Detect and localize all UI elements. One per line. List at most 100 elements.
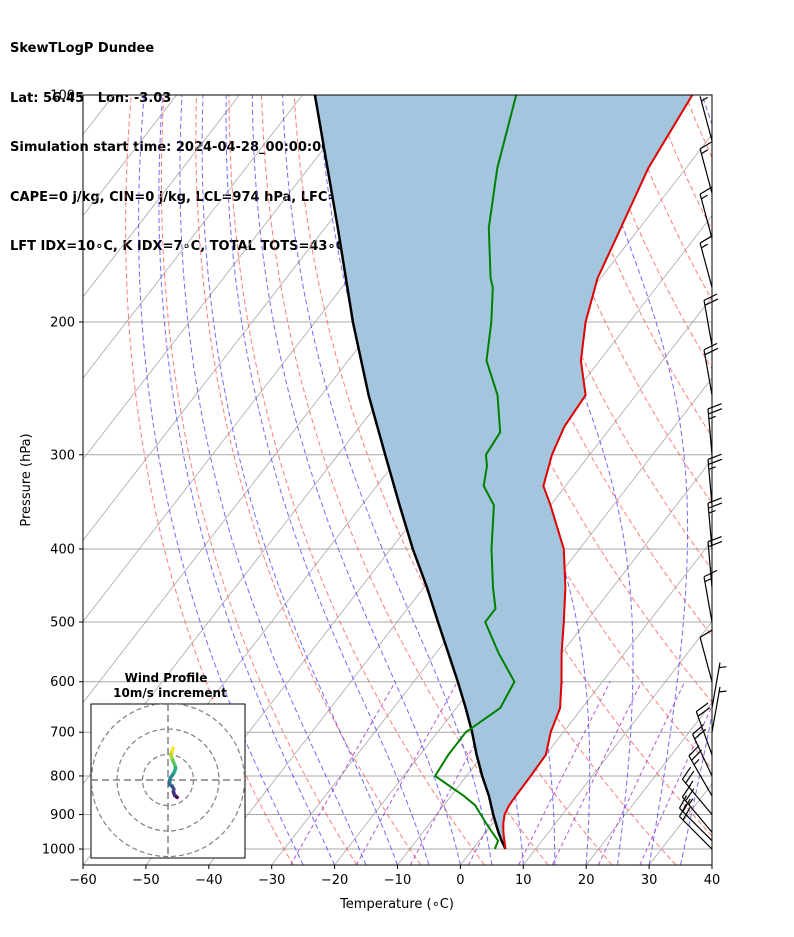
mixing-ratio-line <box>518 681 611 865</box>
x-axis-label: Temperature (∘C) <box>339 897 454 912</box>
isotherm-line <box>334 377 712 865</box>
wind-barb-staff <box>707 459 713 506</box>
isotherm-line <box>648 783 712 865</box>
dry-adiabat <box>750 95 794 865</box>
wind-barb-half-flag <box>701 243 708 249</box>
wind-barb-staff <box>688 755 713 797</box>
wind-barb <box>711 686 727 733</box>
wind-barb-half-flag <box>719 690 727 693</box>
dry-adiabat <box>489 95 712 571</box>
wind-barb <box>678 795 713 842</box>
dry-adiabat <box>783 95 794 865</box>
wind-barb <box>699 186 713 239</box>
wind-barb-staff <box>703 300 713 346</box>
wind-barb-staff <box>695 711 713 756</box>
wind-barb-staff <box>703 349 713 396</box>
temperature-profile-line <box>502 95 694 850</box>
dry-adiabat <box>652 95 712 231</box>
moist-adiabat <box>201 95 398 865</box>
mixing-ratio-line <box>639 705 712 865</box>
wind-barb <box>703 293 719 346</box>
y-tick-label: 100 <box>50 89 75 104</box>
wind-barb-half-flag <box>701 149 708 155</box>
moist-adiabat <box>251 95 461 865</box>
hodograph-title: Wind Profile <box>125 671 208 685</box>
wind-barb-staff <box>699 637 713 682</box>
wind-barb <box>695 702 713 756</box>
x-tick-label: −40 <box>195 873 222 888</box>
wind-barb <box>707 453 723 506</box>
y-tick-label: 400 <box>50 542 75 557</box>
wind-barb-flag <box>699 235 713 244</box>
dry-adiabat <box>521 95 712 505</box>
wind-barb <box>703 569 718 623</box>
y-tick-label: 700 <box>50 726 75 741</box>
x-tick-label: −60 <box>69 873 96 888</box>
cape-cin-shading <box>314 95 693 849</box>
wind-barb-half-flag <box>693 758 700 766</box>
wind-barb-flag <box>708 458 723 465</box>
moist-adiabat <box>158 95 336 865</box>
wind-barb-staff <box>699 193 713 239</box>
dry-adiabat <box>125 95 294 865</box>
wind-barb <box>688 745 713 797</box>
x-tick-label: 30 <box>641 873 658 888</box>
mixing-ratio-line <box>290 681 396 865</box>
wind-barb-flag <box>681 766 692 780</box>
wind-barb-flag <box>707 535 722 543</box>
wind-barb <box>699 140 713 194</box>
mixing-ratio-line <box>355 681 458 865</box>
wind-barb-flag <box>704 298 719 306</box>
wind-barb-flag <box>699 140 713 150</box>
y-axis-label: Pressure (hPa) <box>19 433 34 526</box>
mixing-ratio-line <box>597 681 686 865</box>
wind-barb-half-flag <box>688 780 694 788</box>
wind-barb-flag <box>695 702 709 713</box>
title-line-station: SkewTLogP Dundee <box>10 41 155 56</box>
wind-barb-staff <box>699 148 713 194</box>
dry-adiabat <box>261 95 549 865</box>
wind-barb-half-flag <box>701 96 708 102</box>
wind-barb-staff <box>707 408 713 455</box>
parcel-profile-line <box>313 95 507 850</box>
dry-adiabat <box>718 95 794 865</box>
isotherm-line <box>711 864 712 865</box>
moist-adiabat <box>138 95 304 865</box>
axes: −60 −50 −40 −30 −20 −10 0 10 20 30 40 1000 900 800 700… <box>42 89 720 889</box>
dry-adiabat <box>195 95 422 865</box>
isotherm-line <box>83 95 366 460</box>
isotherm-line <box>460 539 712 865</box>
hodograph-subtitle: 10m/s increment <box>113 686 227 700</box>
wind-barb <box>703 342 719 396</box>
x-tick-label: −50 <box>132 873 159 888</box>
x-tick-label: 0 <box>456 873 464 888</box>
wind-barb-staff <box>707 503 713 550</box>
x-tick-label: 20 <box>578 873 595 888</box>
isotherm-line <box>83 95 240 298</box>
profiles <box>313 95 694 850</box>
moist-adiabat <box>711 862 712 865</box>
dry-adiabat <box>619 95 712 302</box>
moist-adiabat <box>179 95 367 865</box>
wind-barb-staff <box>703 576 713 623</box>
cin-shade-area <box>314 95 693 849</box>
isotherm-line <box>585 702 712 865</box>
wind-barb-flag <box>691 749 703 761</box>
wind-barb-staff <box>692 734 713 777</box>
hodograph <box>91 704 245 858</box>
wind-barb-staff <box>711 686 721 733</box>
wind-barb-half-flag <box>701 194 708 200</box>
wind-barb-half-flag <box>708 466 716 470</box>
wind-barb-staff <box>699 242 713 288</box>
wind-barb-flag <box>704 347 719 356</box>
wind-barb-flag <box>707 497 722 504</box>
wind-barb <box>711 662 727 709</box>
x-tick-label: −30 <box>258 873 285 888</box>
y-tick-label: 200 <box>50 315 75 330</box>
wind-barb <box>699 96 713 141</box>
x-tick-label: 40 <box>704 873 721 888</box>
x-tick-label: 10 <box>515 873 532 888</box>
isotherm-line <box>271 296 712 865</box>
wind-barb-flag <box>682 807 691 821</box>
